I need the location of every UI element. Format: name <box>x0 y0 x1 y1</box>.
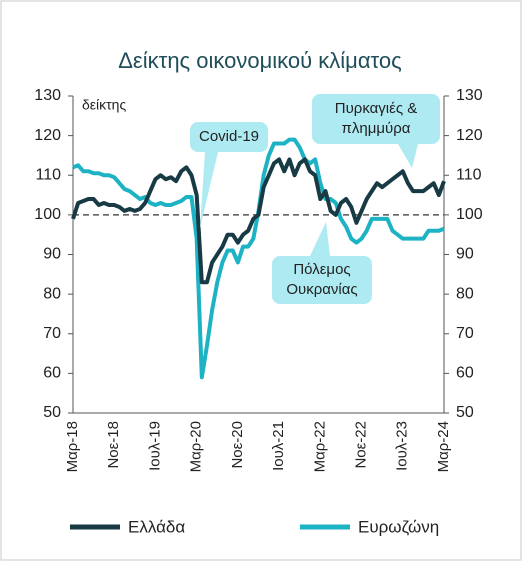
x-tick-label: Ιουλ-23 <box>394 421 411 471</box>
series-line <box>71 157 446 285</box>
x-tick-label: Ιουλ-21 <box>270 421 287 471</box>
y-tick-label: 100 <box>34 206 61 223</box>
y2-tick-label: 110 <box>456 166 482 183</box>
callout-pointer <box>398 144 418 168</box>
x-tick-label: Μαρ-24 <box>435 421 452 472</box>
annotation-text: Πόλεμος <box>293 261 350 278</box>
x-tick-label: Νοε-20 <box>229 421 246 469</box>
x-tick-label: Ιουλ-19 <box>146 421 163 471</box>
callout-box <box>312 94 440 144</box>
x-tick-label: Μαρ-18 <box>64 421 81 472</box>
y2-tick-label: 80 <box>456 285 474 302</box>
x-tick-label: Νοε-18 <box>105 421 122 469</box>
y2-tick-label: 130 <box>456 87 483 104</box>
legend-label: Ελλάδα <box>128 517 185 536</box>
y2-tick-label: 100 <box>456 206 483 223</box>
y2-tick-label: 50 <box>456 404 474 421</box>
legend-label: Ευρωζώνη <box>358 517 439 536</box>
y-tick-label: 120 <box>34 127 61 144</box>
y2-tick-label: 70 <box>456 325 474 342</box>
y2-tick-label: 90 <box>456 246 474 263</box>
y-tick-label: 130 <box>34 87 61 104</box>
annotation-text: Ουκρανίας <box>286 281 357 298</box>
chart-title: Δείκτης οικονομικού κλίματος <box>118 48 402 73</box>
x-tick-label: Μαρ-22 <box>311 421 328 472</box>
x-tick-label: Μαρ-20 <box>188 421 205 472</box>
y-tick-label: 90 <box>43 246 61 263</box>
callout-pointer <box>310 222 330 256</box>
y-tick-label: 80 <box>43 285 61 302</box>
y2-tick-label: 60 <box>456 365 474 382</box>
callout-box <box>190 122 268 152</box>
y2-tick-label: 120 <box>456 127 483 144</box>
x-tick-label: Νοε-22 <box>353 421 370 469</box>
y-axis-label: δείκτης <box>82 97 126 113</box>
annotation-text: πλημμύρα <box>342 120 411 137</box>
y-tick-label: 110 <box>35 166 61 183</box>
y-tick-label: 70 <box>43 325 61 342</box>
annotation-text: Covid-19 <box>199 128 259 145</box>
y-tick-label: 50 <box>43 404 61 421</box>
y-tick-label: 60 <box>43 365 61 382</box>
annotation-text: Πυρκαγιές & <box>335 100 417 117</box>
callout-box <box>272 256 372 304</box>
callout-pointer <box>200 152 218 228</box>
